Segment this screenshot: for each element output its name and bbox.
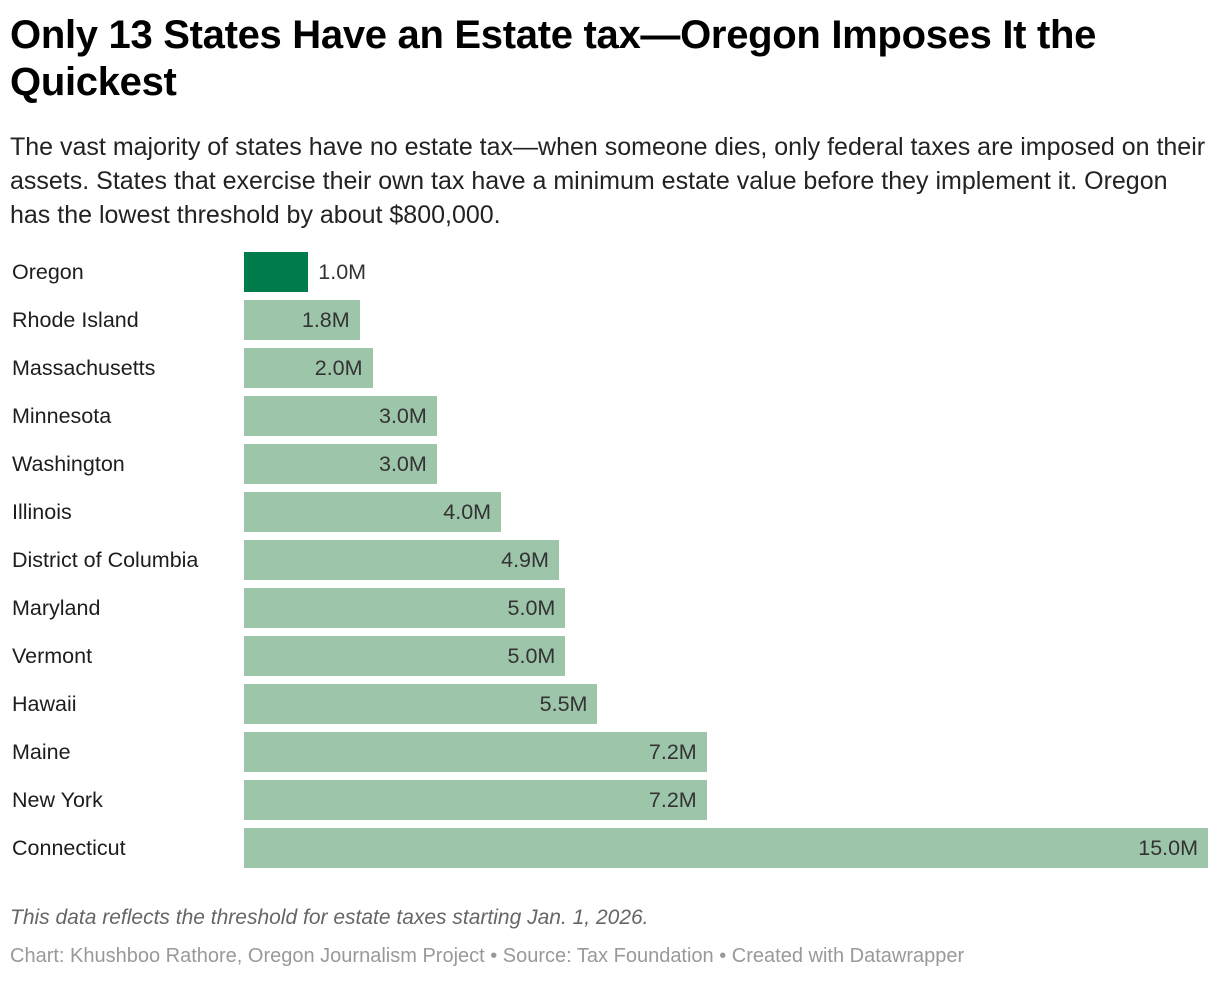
value-label: 5.0M	[507, 644, 556, 668]
bar-row: Minnesota 3.0M	[0, 396, 1220, 436]
bar	[244, 444, 437, 484]
bar	[244, 684, 598, 724]
category-label: Vermont	[12, 644, 93, 668]
bar-row: Rhode Island 1.8M	[0, 300, 1220, 340]
value-label: 7.2M	[648, 740, 697, 764]
value-label: 3.0M	[379, 404, 427, 428]
chart-note: This data reflects the threshold for est…	[10, 906, 649, 929]
bar-row: Massachusetts 2.0M	[0, 348, 1220, 388]
value-label: 5.0M	[507, 596, 556, 620]
bar-row: Connecticut 15.0M	[0, 828, 1220, 868]
bar	[244, 828, 1208, 868]
category-label: Washington	[12, 452, 125, 476]
value-label: 3.0M	[379, 452, 427, 476]
bar	[244, 636, 566, 676]
bar-row: Illinois 4.0M	[0, 492, 1220, 532]
bar-row: Hawaii 5.5M	[0, 684, 1220, 724]
bar-row: New York 7.2M	[0, 780, 1220, 820]
category-label: District of Columbia	[12, 548, 199, 572]
bar	[244, 300, 360, 340]
bar-row: Washington 3.0M	[0, 444, 1220, 484]
chart-byline: Chart: Khushboo Rathore, Oregon Journali…	[10, 945, 965, 967]
bar	[244, 732, 707, 772]
category-label: Maine	[12, 740, 71, 764]
bar	[244, 540, 559, 580]
category-label: Illinois	[12, 500, 72, 524]
category-label: Maryland	[12, 596, 101, 620]
bar	[244, 492, 502, 532]
bar	[244, 252, 309, 292]
category-label: Massachusetts	[12, 356, 156, 380]
bar	[244, 588, 566, 628]
category-label: Connecticut	[12, 836, 126, 860]
value-label: 1.0M	[318, 260, 367, 284]
value-label: 15.0M	[1138, 836, 1198, 860]
bar-row: Vermont 5.0M	[0, 636, 1220, 676]
category-label: Minnesota	[12, 404, 112, 428]
bar-row: Maine 7.2M	[0, 732, 1220, 772]
chart-subtitle: The vast majority of states have no esta…	[10, 133, 1206, 229]
category-label: Rhode Island	[12, 308, 139, 332]
chart-title: Only 13 States Have an Estate tax—Oregon…	[10, 13, 1097, 104]
bar-row: Oregon 1.0M	[0, 252, 1220, 292]
category-label: New York	[12, 788, 103, 812]
category-label: Oregon	[12, 260, 84, 284]
category-label: Hawaii	[12, 692, 77, 716]
value-label: 1.8M	[301, 308, 350, 332]
bar	[244, 348, 373, 388]
bar-row: District of Columbia 4.9M	[0, 540, 1220, 580]
value-label: 7.2M	[648, 788, 697, 812]
bar-chart: Oregon 1.0M Rhode Island 1.8M Massachusetts 2…	[0, 252, 1220, 872]
value-label: 5.5M	[539, 692, 588, 716]
bar-row: Maryland 5.0M	[0, 588, 1220, 628]
value-label: 4.9M	[501, 548, 549, 572]
bar	[244, 780, 707, 820]
value-label: 2.0M	[314, 356, 363, 380]
bar	[244, 396, 437, 436]
value-label: 4.0M	[443, 500, 492, 524]
